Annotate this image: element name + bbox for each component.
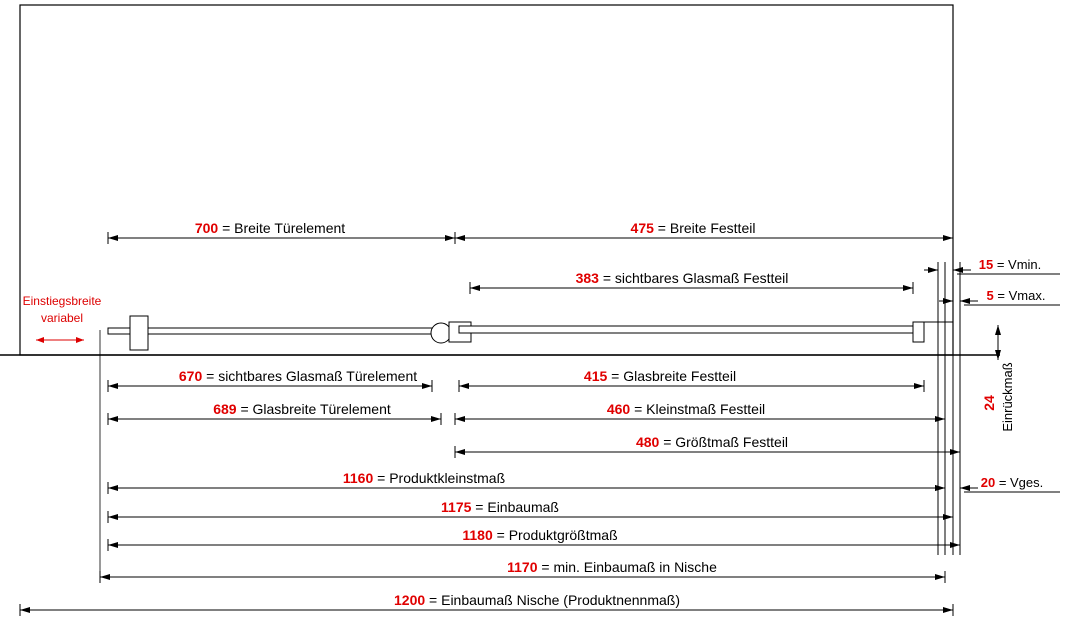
side-dimension-value: 15	[979, 257, 993, 272]
side-dimension-label: = Vmin.	[997, 257, 1041, 272]
dimension-text: 475 = Breite Festteil	[631, 220, 756, 236]
dimension-label: = Einbaumaß Nische (Produktnennmaß)	[429, 592, 680, 608]
entry-label: variabel	[41, 311, 83, 325]
dimension-value: 460	[607, 401, 631, 417]
inset-label: Einrückmaß	[1000, 362, 1015, 431]
dimension-value: 1175	[441, 499, 472, 515]
glass	[107, 315, 953, 351]
side-dimension-value: 20	[981, 475, 995, 490]
side-dimension-value: 5	[987, 288, 994, 303]
dimension-label: = Größtmaß Festteil	[663, 434, 788, 450]
dimension-label: = Produktkleinstmaß	[377, 470, 505, 486]
dimension-value: 1170	[507, 559, 538, 575]
entry-label: Einstiegsbreite	[23, 294, 102, 308]
dimension-value: 670	[179, 368, 203, 384]
dimension-label: = min. Einbaumaß in Nische	[541, 559, 717, 575]
dimensions: 700 = Breite Türelement 475 = Breite Fest…	[19, 220, 1060, 616]
dimension-label: = Kleinstmaß Festteil	[634, 401, 765, 417]
dimension-value: 475	[631, 220, 655, 236]
dimension-label: = Glasbreite Festteil	[611, 368, 736, 384]
dimension-label: = Einbaumaß	[475, 499, 559, 515]
dimension-value: 480	[636, 434, 660, 450]
dimension-text: 700 = Breite Türelement	[195, 220, 345, 236]
dimension-label: = Glasbreite Türelement	[240, 401, 390, 417]
dimension-label: = Breite Türelement	[222, 220, 345, 236]
side-dimension-text: 15 = Vmin.	[979, 257, 1042, 272]
dimension-text: 415 = Glasbreite Festteil	[584, 368, 736, 384]
dimension-value: 415	[584, 368, 608, 384]
dimension-value: 383	[576, 270, 600, 286]
side-dimension-label: = Vmax.	[997, 288, 1045, 303]
dimension-text: 1160 = Produktkleinstmaß	[343, 470, 505, 486]
dimension-text: 460 = Kleinstmaß Festteil	[607, 401, 765, 417]
dimension-text: 1180 = Produktgrößtmaß	[462, 527, 617, 543]
inset-dimension: 24 Einrückmaß	[981, 325, 1015, 432]
side-dimension-label: = Vges.	[999, 475, 1043, 490]
dimension-text: 1200 = Einbaumaß Nische (Produktnennmaß)	[394, 592, 680, 608]
side-dimension-text: 20 = Vges.	[981, 475, 1044, 490]
side-dimension-text: 5 = Vmax.	[987, 288, 1046, 303]
dimension-value: 1160	[343, 470, 374, 486]
dimension-value: 700	[195, 220, 219, 236]
dimension-text: 1175 = Einbaumaß	[441, 499, 559, 515]
dimension-label: = sichtbares Glasmaß Festteil	[603, 270, 789, 286]
dimension-value: 1200	[394, 592, 425, 608]
dimension-text: 670 = sichtbares Glasmaß Türelement	[179, 368, 417, 384]
inset-value: 24	[981, 395, 997, 411]
dimension-value: 1180	[462, 527, 493, 543]
dimension-value: 689	[213, 401, 237, 417]
dimension-label: = Produktgrößtmaß	[497, 527, 618, 543]
wall	[0, 4, 1000, 356]
dimension-text: 383 = sichtbares Glasmaß Festteil	[576, 270, 789, 286]
dimension-label: = Breite Festteil	[658, 220, 756, 236]
dimension-label: = sichtbares Glasmaß Türelement	[206, 368, 417, 384]
dimension-text: 689 = Glasbreite Türelement	[213, 401, 391, 417]
dimension-text: 1170 = min. Einbaumaß in Nische	[507, 559, 717, 575]
dimension-text: 480 = Größtmaß Festteil	[636, 434, 788, 450]
